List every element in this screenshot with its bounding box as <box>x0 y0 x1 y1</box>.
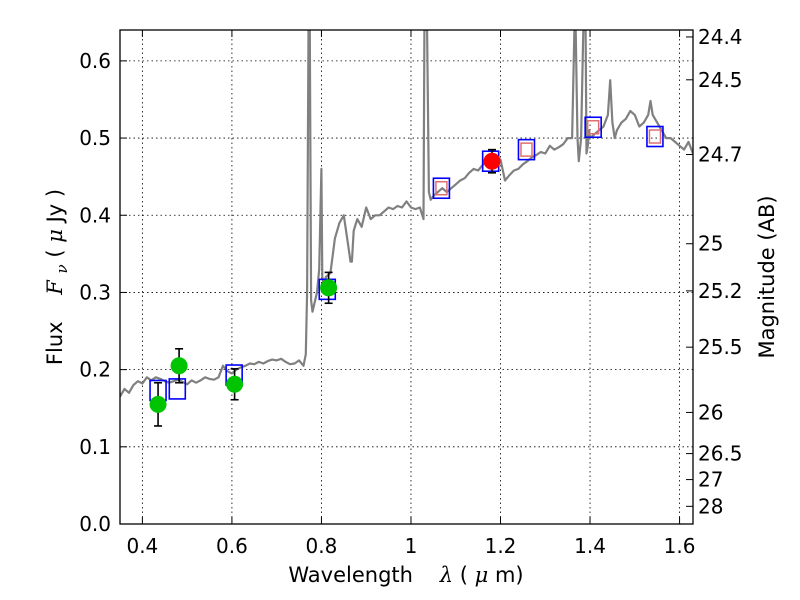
mag-tick-label: 24.7 <box>698 143 743 167</box>
x-axis-label-unit-mu: μ <box>475 563 489 587</box>
mag-tick-label: 25.5 <box>698 335 743 359</box>
near-ir-model-box <box>435 180 448 196</box>
y-tick-label: 0.3 <box>79 280 111 304</box>
tick-layer: 0.4 0.6 0.8 1 1.2 1.4 1.6 0.0 0.1 0.2 0.3 0.4 0.5 0.6… <box>79 25 742 558</box>
model-photometry-square <box>584 116 602 139</box>
x-tick-label: 0.4 <box>126 534 158 558</box>
series-layer <box>120 30 693 427</box>
photometry-point <box>149 395 167 413</box>
y-axis-label-unit-open: ( <box>43 243 67 258</box>
model-photometry-square <box>168 378 187 400</box>
mag-tick-label: 25.2 <box>698 279 743 303</box>
near-ir-model-box <box>648 129 662 144</box>
y-tick-label: 0.1 <box>79 435 111 459</box>
x-axis-label-text: Wavelength <box>288 563 413 587</box>
y-tick-label: 0.0 <box>79 512 111 536</box>
y-axis-label-subscript: ν <box>53 264 71 273</box>
model-photometry-square <box>432 177 451 200</box>
x-tick-label: 0.8 <box>306 534 338 558</box>
near-ir-model-box <box>586 120 600 135</box>
grid-layer <box>120 30 693 524</box>
y-axis-label-symbol: F <box>43 279 67 296</box>
y-axis-label-unit-rest: Jy ) <box>43 189 67 225</box>
photometry-point <box>483 152 501 170</box>
x-tick-label: 0.6 <box>216 534 248 558</box>
model-photometry-square <box>517 138 536 161</box>
x-axis-label: Wavelength λ ( μ m) <box>288 563 523 587</box>
mag-tick-label: 25 <box>698 232 723 256</box>
y-axis-label: Flux F ν ( μ Jy ) <box>43 189 72 365</box>
mag-tick-label: 24.5 <box>698 68 743 92</box>
spectrum-line <box>120 30 693 398</box>
mag-tick-label: 27 <box>698 468 723 492</box>
y-tick-label: 0.5 <box>79 126 111 150</box>
x-axis-label-unit-rest: m) <box>495 563 524 587</box>
y-tick-label: 0.2 <box>79 358 111 382</box>
y-tick-label: 0.6 <box>79 49 111 73</box>
y2-axis-label: Magnitude (AB) <box>755 195 779 358</box>
y-tick-label: 0.4 <box>79 203 111 227</box>
x-tick-label: 1 <box>405 534 418 558</box>
x-tick-label: 1.4 <box>574 534 606 558</box>
y-axis-label-space <box>43 301 67 314</box>
mag-tick-label: 26 <box>698 400 723 424</box>
x-axis-label-space <box>420 563 433 587</box>
near-ir-model-box <box>520 142 533 157</box>
x-tick-label: 1.2 <box>485 534 517 558</box>
y-axis-label-text: Flux <box>43 321 67 365</box>
y-axis-label-unit-mu: μ <box>43 229 67 243</box>
mag-tick-label: 28 <box>698 494 723 518</box>
photometry-point <box>170 357 188 375</box>
photometry-point <box>226 375 244 393</box>
plot-frame <box>119 29 694 525</box>
x-axis-label-symbol: λ <box>439 563 453 587</box>
x-axis-label-unit-open: ( <box>460 563 468 587</box>
x-tick-label: 1.6 <box>664 534 696 558</box>
mag-tick-label: 24.4 <box>698 25 743 49</box>
model-photometry-square <box>646 125 664 148</box>
mag-tick-label: 26.5 <box>698 442 743 466</box>
photometry-point <box>320 279 338 297</box>
